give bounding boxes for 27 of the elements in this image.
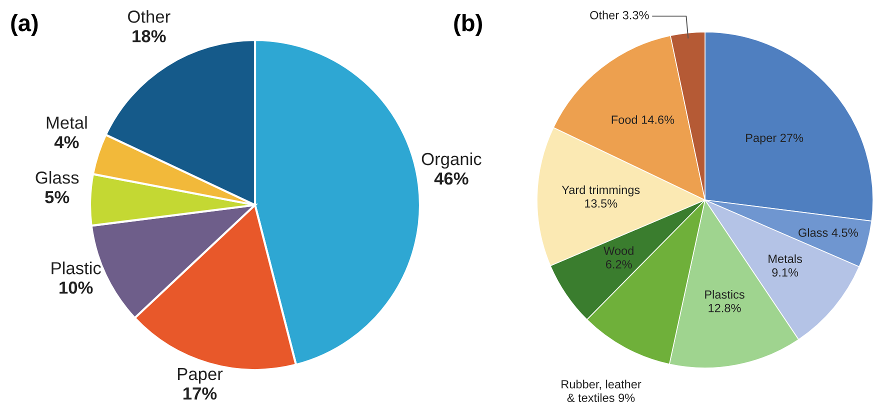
data-label: 12.8% (708, 304, 741, 312)
data-label: 17% (183, 387, 217, 400)
slice-label: Plastics (705, 290, 744, 299)
data-label: 6.2% (606, 260, 632, 268)
data-label: 18% (132, 30, 166, 42)
slice-label: Organic (422, 152, 482, 169)
slice-label: Rubber, leather & textiles 9% (562, 380, 642, 402)
data-label: 4% (54, 136, 79, 148)
slice-label: Other (128, 10, 170, 23)
data-label: 13.5% (585, 199, 618, 208)
slice-label: Food 14.6% (612, 115, 674, 124)
slice-label: Wood (604, 246, 634, 255)
slice-label: Metals (768, 254, 802, 264)
slice-label: Glass (36, 171, 79, 184)
chart-title: (b) (454, 14, 482, 36)
slice-label: Plastic (52, 262, 101, 274)
slice-label: Other 3.3% (590, 10, 649, 20)
slice-label: Glass 4.5% (798, 228, 858, 237)
slice-label: Yard trimmings (562, 185, 640, 196)
data-label: 46% (434, 172, 468, 185)
data-label: 5% (45, 191, 70, 204)
data-label: 9.1% (772, 268, 798, 277)
slice-label: Metal (46, 116, 87, 129)
slice-label: Paper (178, 368, 223, 384)
slice-label: Paper 27% (746, 134, 804, 144)
chart-title: (a) (11, 14, 38, 36)
data-label: 10% (60, 282, 93, 294)
